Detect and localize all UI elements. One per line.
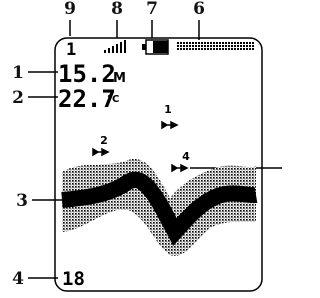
- callout: 8: [111, 0, 123, 19]
- page: {"callouts": {"channel": "9", "signal": …: [0, 0, 282, 298]
- callout: 4: [12, 269, 24, 289]
- callout: 2: [12, 88, 24, 108]
- status-bar: [176, 42, 254, 51]
- callout: 3: [16, 191, 28, 211]
- fish-label: 2: [100, 134, 108, 147]
- depth: 15.2: [58, 60, 116, 88]
- fish-label: 4: [182, 150, 190, 163]
- channel: 1: [66, 40, 76, 60]
- callout: 7: [146, 0, 158, 19]
- battery-icon: [142, 40, 168, 54]
- callout: 6: [193, 0, 205, 19]
- depth-unit: M: [113, 71, 126, 86]
- callout: 9: [64, 0, 76, 19]
- callout: 1: [12, 63, 24, 83]
- temperature-unit: °C: [107, 94, 119, 105]
- bottom-depth: 18: [62, 268, 85, 290]
- fish-label: 1: [164, 103, 172, 116]
- diagram: 9 8 7 6 1 2 3 4 1 15.2 M 22.7 °C 1 2 4 1…: [0, 0, 282, 298]
